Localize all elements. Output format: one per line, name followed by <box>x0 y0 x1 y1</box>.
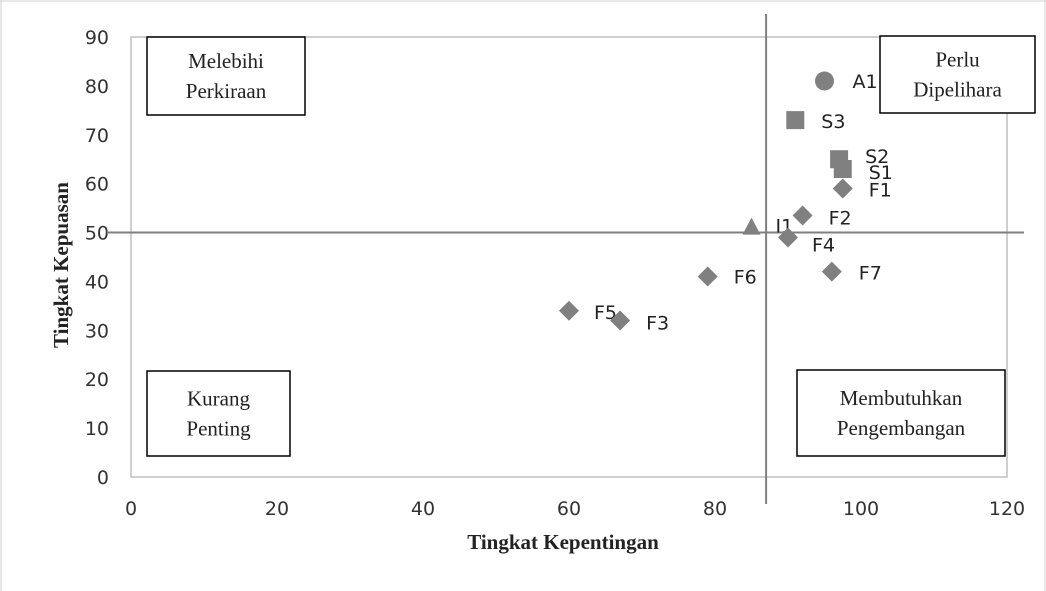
quadrant-box <box>879 35 1036 114</box>
y-tick-label: 50 <box>85 223 109 245</box>
plot-area-border <box>130 36 1008 478</box>
y-tick-label: 70 <box>85 125 109 147</box>
y-tick-label: 30 <box>85 320 109 342</box>
diamond-marker <box>821 261 842 282</box>
quadrant-bottom-left: Kurang Penting <box>146 370 291 457</box>
square-marker <box>786 111 805 130</box>
diamond-marker <box>697 266 718 287</box>
point-label: F6 <box>734 267 757 289</box>
data-point-f1: F1 <box>832 178 892 202</box>
y-tick-label: 10 <box>85 418 109 440</box>
quadrant-box <box>146 370 291 457</box>
quadrant-label: Kurang <box>187 387 250 411</box>
quadrant-label: Pengembangan <box>837 416 966 440</box>
quadrant-boxes: Melebihi Perkiraan Perlu Dipelihara Kurang Pe… <box>146 35 1036 457</box>
point-label: S3 <box>821 111 845 133</box>
data-point-f6: F6 <box>697 266 757 289</box>
y-tick-label: 0 <box>97 467 109 489</box>
data-point-f4: F4 <box>778 227 835 256</box>
axis-ticks: 0 20 40 60 80 100 120 0 10 20 30 40 50 60 70 80 90 <box>85 27 1025 520</box>
diamond-marker <box>559 300 579 321</box>
point-label: F7 <box>859 263 882 285</box>
quadrant-top-left: Melebihi Perkiraan <box>146 36 306 116</box>
y-tick-label: 90 <box>85 27 109 49</box>
point-label: F4 <box>812 234 835 256</box>
diamond-marker <box>792 205 813 226</box>
x-tick-label: 20 <box>265 498 289 520</box>
data-point-f2: F2 <box>792 205 852 229</box>
point-label: F5 <box>594 302 617 324</box>
x-tick-label: 40 <box>411 498 435 520</box>
quadrant-label: Perlu <box>935 48 980 72</box>
point-label: S2 <box>865 146 889 168</box>
point-label: F1 <box>869 180 892 202</box>
x-tick-label: 80 <box>703 498 727 520</box>
y-tick-label: 20 <box>85 369 109 391</box>
quadrant-bottom-right: Membutuhkan Pengembangan <box>796 369 1006 457</box>
quadrant-box <box>796 369 1006 457</box>
x-tick-label: 100 <box>843 498 879 520</box>
data-point-f5: F5 <box>559 300 617 324</box>
diamond-marker <box>778 227 798 248</box>
quadrant-label: Penting <box>186 417 251 441</box>
point-label: F2 <box>829 207 852 229</box>
data-point-f3: F3 <box>610 310 669 335</box>
point-label: S1 <box>869 162 893 184</box>
quadrant-label: Membutuhkan <box>840 386 963 410</box>
point-label: A1 <box>853 71 878 93</box>
square-marker <box>833 160 852 178</box>
data-point-s3: S3 <box>786 111 845 133</box>
x-axis-title: Tingkat Kepentingan <box>467 530 659 554</box>
x-tick-label: 120 <box>989 498 1025 520</box>
x-tick-label: 0 <box>125 498 137 520</box>
quadrant-top-right: Perlu Dipelihara <box>879 35 1036 114</box>
y-axis-title: Tingkat Kepuasan <box>49 182 73 348</box>
diamond-marker <box>610 310 631 331</box>
quadrant-label: Dipelihara <box>913 78 1002 102</box>
data-point-a1: A1 <box>815 71 878 93</box>
quadrant-box <box>146 36 306 116</box>
x-tick-label: 60 <box>557 498 581 520</box>
circle-marker <box>815 71 834 91</box>
reference-lines <box>107 14 1024 504</box>
diamond-marker <box>832 178 853 199</box>
y-tick-label: 60 <box>85 174 109 196</box>
data-point-s1: S1 <box>833 160 893 184</box>
y-tick-label: 80 <box>85 76 109 98</box>
point-label: F3 <box>646 313 669 335</box>
triangle-marker <box>742 217 761 235</box>
y-tick-label: 40 <box>85 271 109 293</box>
data-point-f7: F7 <box>821 261 882 285</box>
quadrant-label: Melebihi <box>188 49 264 73</box>
quadrant-label: Perkiraan <box>186 79 267 103</box>
